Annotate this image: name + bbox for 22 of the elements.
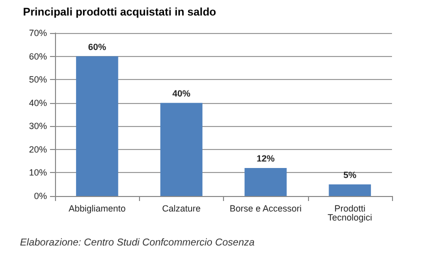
y-tick-label: 10% (28, 168, 47, 178)
y-tick-label: 40% (28, 98, 47, 108)
data-label: 40% (172, 88, 190, 98)
data-label: 12% (256, 154, 275, 164)
y-tick-label: 70% (28, 28, 47, 38)
bar (244, 168, 287, 196)
text: Elaborazione: Centro Studi Confcommercio Cosenza (20, 238, 255, 248)
chart-title: Principali prodotti acquistati in saldo (23, 6, 216, 18)
x-tick-label: Borse e Accessori (230, 204, 302, 214)
y-tick-label: 0% (34, 191, 47, 201)
y-tick-label: 50% (28, 74, 47, 85)
data-label: 60% (88, 42, 106, 52)
data-label: 5% (343, 170, 356, 180)
y-tick-label: 60% (28, 51, 47, 62)
y-tick-label: 30% (28, 121, 47, 132)
bar (160, 102, 202, 196)
x-tick-label: Calzature (162, 204, 201, 214)
bar (328, 184, 371, 196)
x-tick-label: Abbigliamento (68, 204, 126, 214)
y-tick-label: 20% (28, 144, 47, 154)
bar (76, 56, 118, 196)
x-tick-label: Prodotti Tecnologici (328, 204, 372, 222)
